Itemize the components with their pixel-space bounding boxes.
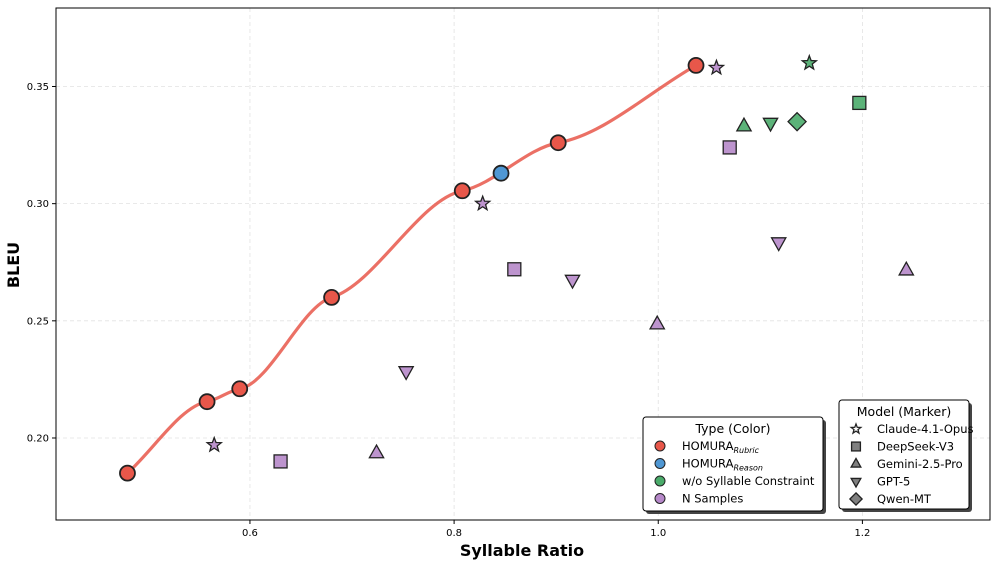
x-tick-label: 1.0	[650, 528, 666, 539]
homura-rubric-circle-point	[453, 182, 471, 200]
legend-model-swatch	[849, 422, 863, 435]
rubric-frontier-curve	[125, 63, 698, 475]
n-samples-square-point	[507, 262, 522, 277]
w-o-syllable-constraint-triangle-up-point	[735, 116, 753, 132]
n-samples-square-point	[273, 454, 288, 469]
legend-model-label: GPT-5	[877, 475, 910, 489]
w-o-syllable-constraint-diamond-point	[787, 111, 807, 132]
n-samples-star-point	[205, 435, 224, 453]
legend-model-label: Claude-4.1-Opus	[877, 422, 973, 436]
homura-rubric-circle-point	[198, 393, 216, 411]
legend-type-swatch	[654, 475, 666, 487]
homura-rubric-circle-point	[549, 134, 567, 152]
n-samples-triangle-up-point	[368, 443, 385, 459]
legend-type-subscript: Reason	[733, 464, 763, 473]
w-o-syllable-constraint-square-point	[852, 95, 867, 111]
n-samples-triangle-down-point	[397, 366, 415, 381]
homura-rubric-circle-point	[231, 380, 249, 398]
n-samples-triangle-up-point	[648, 314, 666, 330]
legend-model-label: DeepSeek-V3	[877, 440, 954, 454]
grid-layer	[56, 8, 990, 520]
homura-rubric-circle-point	[687, 57, 705, 74]
legend-type-title: Type (Color)	[694, 421, 770, 436]
points-layer	[119, 53, 915, 482]
x-tick-label: 1.2	[854, 528, 870, 539]
legend-type-subscript: Rubric	[733, 446, 759, 455]
legend-type-box	[642, 416, 824, 512]
legend-model-marker: Model (Marker) Claude-4.1-Opus DeepSeek-V…	[838, 399, 973, 512]
n-samples-star-point	[707, 58, 726, 76]
legend-model-swatch	[850, 477, 862, 489]
x-tick-label: 0.6	[242, 528, 258, 539]
legend-type-swatch	[654, 493, 666, 504]
legend-type-swatch	[654, 458, 666, 469]
x-axis-title: Syllable Ratio	[460, 541, 584, 560]
curve-layer	[125, 63, 698, 475]
legend-model-box	[838, 399, 970, 510]
w-o-syllable-constraint-star-point	[800, 53, 819, 71]
n-samples-triangle-up-point	[898, 260, 915, 276]
n-samples-star-point	[473, 194, 492, 212]
y-axis-title: BLEU	[4, 242, 23, 288]
homura-rubric-circle-point	[119, 464, 136, 482]
legend-type-swatch	[654, 440, 666, 452]
legend-type-label: w/o Syllable Constraint	[682, 474, 815, 488]
legend-model-swatch	[850, 441, 862, 452]
homura-rubric-circle-point	[323, 288, 341, 306]
plot-frame	[55, 7, 991, 521]
legend-model-title: Model (Marker)	[857, 404, 951, 419]
y-tick-label: 0.20	[27, 433, 49, 444]
n-samples-triangle-down-point	[770, 237, 787, 252]
legend-model-swatch	[848, 491, 864, 507]
legend-model-label: Gemini-2.5-Pro	[877, 457, 963, 471]
x-tick-label: 0.8	[446, 528, 462, 539]
y-tick-label: 0.35	[27, 82, 49, 93]
legend-model-label: Qwen-MT	[877, 492, 932, 506]
homura-reason-circle-point	[492, 164, 510, 182]
legend-type-color: Type (Color) HOMURARubricHOMURAReasonw/o…	[642, 416, 826, 514]
w-o-syllable-constraint-triangle-down-point	[762, 117, 779, 133]
legend-model-swatch	[850, 457, 862, 468]
n-samples-triangle-down-point	[564, 274, 581, 290]
n-samples-square-point	[722, 140, 737, 155]
y-tick-label: 0.25	[27, 316, 49, 327]
y-tick-label: 0.30	[27, 199, 49, 210]
legend-type-label: N Samples	[682, 492, 743, 506]
ticks-layer: 0.6 0.8 1.0 1.2 0.20 0.25 0.30 0.35	[27, 82, 871, 539]
